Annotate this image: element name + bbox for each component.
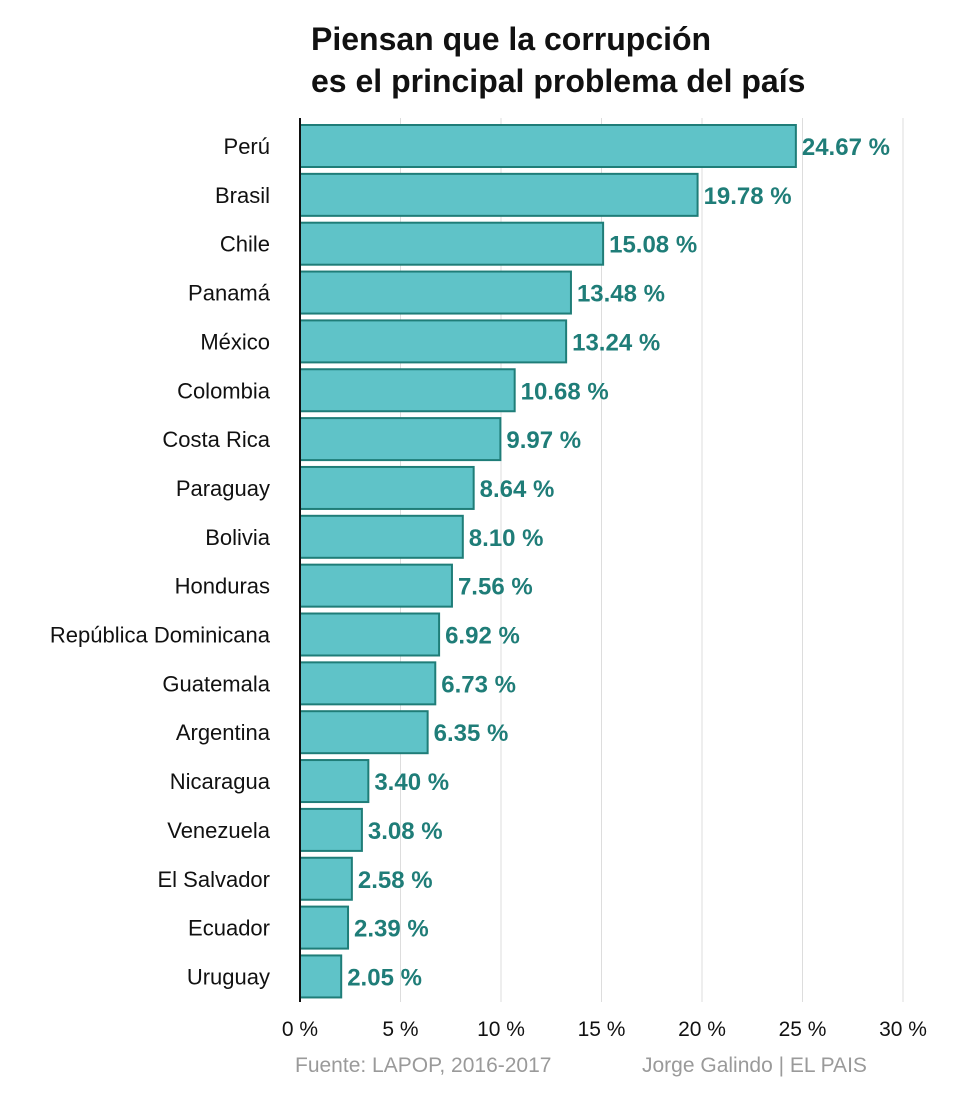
- value-label: 3.40 %: [374, 769, 449, 796]
- x-tick-label: 0 %: [282, 1018, 318, 1041]
- value-label: 6.73 %: [441, 671, 516, 698]
- value-label: 6.35 %: [434, 720, 509, 747]
- bar: [299, 759, 370, 804]
- value-label: 7.56 %: [458, 574, 533, 601]
- chart-title-line-1: Piensan que la corrupción: [311, 21, 712, 57]
- value-label: 8.10 %: [469, 525, 544, 552]
- x-tick-label: 10 %: [477, 1018, 525, 1041]
- category-label: República Dominicana: [50, 623, 271, 648]
- bar: [299, 612, 441, 657]
- bar: [299, 417, 502, 462]
- bar: [299, 563, 453, 608]
- value-label: 13.24 %: [572, 329, 660, 356]
- x-tick-label: 20 %: [678, 1018, 726, 1041]
- x-tick-label: 15 %: [578, 1018, 626, 1041]
- bar: [299, 172, 699, 217]
- category-label: Panamá: [188, 281, 271, 306]
- value-label: 8.64 %: [480, 476, 555, 503]
- bar: [299, 905, 350, 950]
- category-label: Nicaragua: [170, 769, 271, 794]
- bar: [299, 807, 363, 852]
- value-label: 2.39 %: [354, 916, 429, 943]
- category-label: Chile: [220, 232, 270, 257]
- category-label: Perú: [224, 134, 270, 159]
- bar: [299, 514, 464, 559]
- value-label: 6.92 %: [445, 623, 520, 650]
- bar: [299, 954, 343, 999]
- bar: [299, 661, 437, 706]
- bar: [299, 710, 429, 755]
- x-tick-label: 5 %: [382, 1018, 418, 1041]
- value-label: 13.48 %: [577, 281, 665, 308]
- credit-note: Jorge Galindo | EL PAIS: [642, 1054, 867, 1077]
- value-label: 9.97 %: [506, 427, 581, 454]
- category-label: Colombia: [177, 378, 271, 403]
- labels: Perú 24.67 % Brasil 19.78 % Chile 15.08 % Pana…: [50, 134, 890, 991]
- category-label: Argentina: [176, 720, 271, 745]
- chart-title: Piensan que la corrupción es el principa…: [311, 18, 805, 102]
- source-note: Fuente: LAPOP, 2016-2017: [295, 1054, 552, 1077]
- category-label: Venezuela: [167, 818, 271, 843]
- category-label: Brasil: [215, 183, 270, 208]
- value-label: 15.08 %: [609, 232, 697, 259]
- category-label: Ecuador: [188, 916, 270, 941]
- value-label: 24.67 %: [802, 134, 890, 161]
- bar: [299, 270, 572, 315]
- x-tick-label: 25 %: [779, 1018, 827, 1041]
- category-label: Paraguay: [176, 476, 270, 501]
- bar: [299, 124, 797, 168]
- bars: [299, 124, 797, 999]
- value-label: 3.08 %: [368, 818, 443, 845]
- category-label: Honduras: [175, 574, 270, 599]
- category-label: México: [200, 329, 270, 354]
- value-label: 2.58 %: [358, 867, 433, 894]
- value-label: 2.05 %: [347, 964, 422, 991]
- bar: [299, 368, 516, 413]
- category-label: Guatemala: [162, 671, 270, 696]
- bar: [299, 856, 353, 901]
- category-label: El Salvador: [157, 867, 270, 892]
- x-axis-ticks: 0 % 5 % 10 % 15 % 20 % 25 % 30 %: [282, 118, 927, 1041]
- bar: [299, 319, 568, 364]
- x-tick-label: 30 %: [879, 1018, 927, 1041]
- category-label: Uruguay: [187, 964, 270, 989]
- chart-title-line-2: es el principal problema del país: [311, 63, 806, 99]
- bar: [299, 465, 475, 510]
- category-label: Bolivia: [205, 525, 271, 550]
- category-label: Costa Rica: [162, 427, 270, 452]
- value-label: 19.78 %: [704, 183, 792, 210]
- value-label: 10.68 %: [521, 378, 609, 405]
- bar: [299, 221, 605, 266]
